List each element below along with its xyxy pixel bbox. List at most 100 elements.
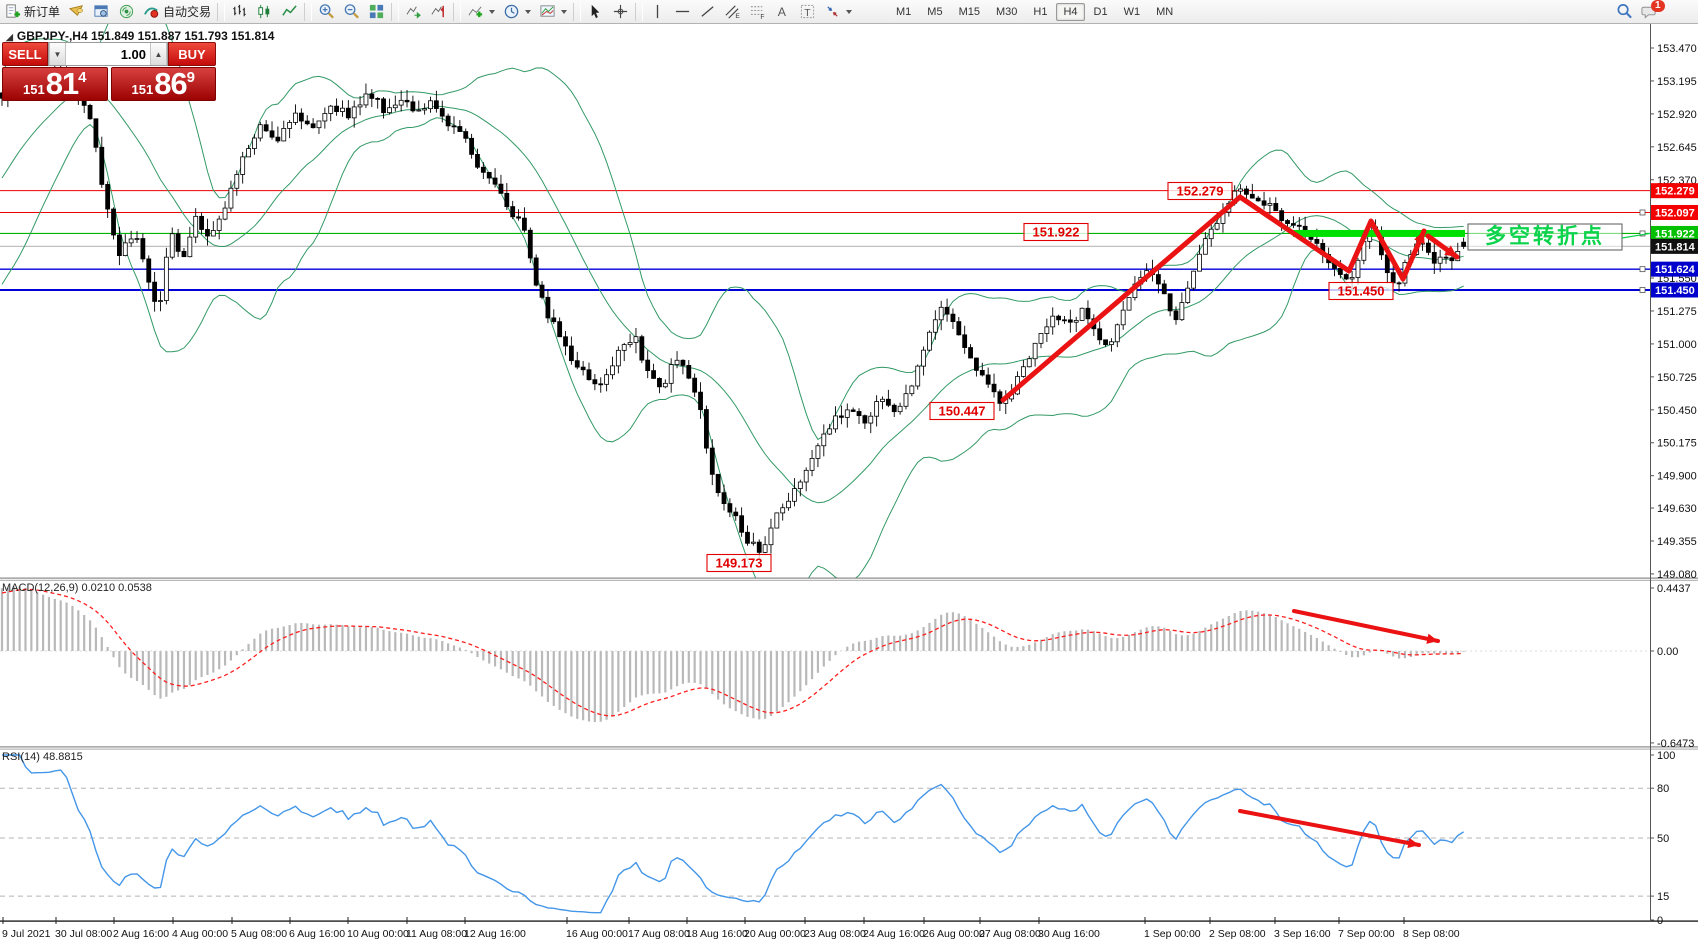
dropdown-caret[interactable] (846, 9, 853, 14)
templates-button[interactable] (535, 1, 571, 23)
macd-pane (0, 586, 1650, 723)
search-icon (1617, 4, 1632, 19)
timeframe-W1[interactable]: W1 (1123, 5, 1141, 18)
rsi-pane (0, 754, 1650, 914)
crosshair-tool-button[interactable] (608, 1, 633, 23)
dropdown-caret[interactable] (489, 9, 496, 14)
price-tag-151.922: 151.922 (1651, 225, 1698, 241)
indicators-button[interactable] (463, 1, 499, 23)
svg-text:F: F (760, 14, 764, 20)
vertical-line-icon (656, 4, 659, 19)
svg-text:多空转折点: 多空转折点 (1485, 224, 1605, 248)
chart-window-icon: ◢ (6, 32, 13, 42)
vertical-line-tool[interactable] (645, 1, 670, 23)
zoom-in-button[interactable] (314, 1, 339, 23)
toolbar-separator (217, 2, 226, 21)
periods-button[interactable] (499, 1, 535, 23)
market-watch-button[interactable] (89, 1, 114, 23)
text-label-tool[interactable]: T (795, 1, 820, 23)
annotation-150.447[interactable]: 150.447 (929, 401, 995, 421)
timeframe-M1[interactable]: M1 (896, 5, 912, 18)
auto-scroll-icon (406, 6, 421, 19)
buy-price-display[interactable]: 151 86 9 (110, 67, 216, 101)
price-annotations[interactable]: 152.279 151.922 151.450 150.447 149.173 (706, 181, 1394, 573)
dropdown-caret[interactable] (525, 9, 532, 14)
timeframe-M15[interactable]: M15 (958, 5, 980, 18)
annotation-151.922[interactable]: 151.922 (1023, 222, 1089, 242)
time-axis-label: 18 Aug 16:00 (686, 928, 748, 940)
line-handle[interactable] (1639, 230, 1646, 237)
price-tag-152.097: 152.097 (1651, 204, 1698, 220)
rsi-axis-label: 50 (1657, 833, 1669, 845)
annotation-152.279[interactable]: 152.279 (1167, 181, 1233, 201)
volume-input[interactable] (66, 43, 150, 65)
bar-chart-mode-button[interactable] (227, 1, 252, 23)
shapes-arrows-icon (827, 6, 838, 17)
timeframe-H4[interactable]: H4 (1056, 2, 1085, 21)
text-label-icon: T (800, 4, 815, 19)
line-handle[interactable] (1639, 287, 1646, 293)
macd-arrow[interactable] (1292, 609, 1440, 644)
line-handle[interactable] (1639, 266, 1646, 273)
toolbar-right: 1 (1612, 0, 1665, 23)
time-axis-label: 24 Aug 16:00 (863, 928, 925, 940)
annotation-151.450[interactable]: 151.450 (1328, 281, 1394, 301)
ohlc-bars-icon (233, 4, 246, 17)
turning-point-callout[interactable]: 多空转折点 (1467, 223, 1651, 251)
candlestick-mode-button[interactable] (252, 1, 277, 23)
volume-decrease-button[interactable]: ▼ (49, 43, 66, 65)
timeframe-H1[interactable]: H1 (1033, 5, 1048, 18)
chart-shift-button[interactable] (426, 1, 451, 23)
line-handle[interactable] (1639, 209, 1646, 216)
tile-windows-button[interactable] (364, 1, 389, 23)
svg-text:A: A (778, 5, 787, 19)
sell-button[interactable]: SELL (2, 42, 48, 66)
add-indicator-icon (468, 6, 483, 18)
crosshair-icon (613, 4, 628, 19)
timeframe-D1[interactable]: D1 (1093, 5, 1108, 18)
autotrading-button[interactable]: 自动交易 (139, 1, 215, 23)
svg-text:152.279: 152.279 (1655, 186, 1695, 198)
time-axis-label: 17 Aug 08:00 (628, 928, 690, 940)
cursor-icon (591, 4, 600, 19)
svg-text:149.173: 149.173 (716, 556, 763, 571)
rsi-line (2, 754, 1464, 914)
cursor-tool-button[interactable] (583, 1, 608, 23)
volume-increase-button[interactable]: ▲ (150, 43, 167, 65)
line-chart-mode-button[interactable] (277, 1, 302, 23)
zoom-out-button[interactable] (339, 1, 364, 23)
new-order-button[interactable]: 新订单 (0, 1, 64, 23)
chart-area[interactable]: 152.279 151.922 151.450 150.447 149.173 多空转折点… (0, 24, 1698, 945)
timeframe-M5[interactable]: M5 (927, 5, 943, 18)
shapes-tool[interactable] (820, 1, 856, 23)
notifications-button[interactable]: 1 (1637, 0, 1665, 23)
svg-text:E: E (735, 13, 740, 20)
rsi-arrow[interactable] (1238, 809, 1421, 849)
time-axis-label: 2 Sep 08:00 (1209, 928, 1266, 940)
fibonacci-tool[interactable]: F (745, 1, 770, 23)
svg-text:T: T (804, 8, 811, 19)
text-tool[interactable]: A (770, 1, 795, 23)
search-button[interactable] (1612, 1, 1637, 23)
bollinger-middle-band (1, 89, 1464, 504)
signal-button[interactable] (114, 1, 139, 23)
trend-arrows[interactable] (1000, 194, 1460, 403)
styler-button[interactable] (64, 1, 89, 23)
time-axis-label: 20 Aug 00:00 (744, 928, 806, 940)
svg-text:151.922: 151.922 (1033, 225, 1080, 240)
dropdown-caret[interactable] (561, 9, 568, 14)
annotation-149.173[interactable]: 149.173 (706, 553, 772, 573)
price-tag-151.624: 151.624 (1651, 261, 1698, 277)
horizontal-line-tool[interactable] (670, 1, 695, 23)
timeframe-M30[interactable]: M30 (995, 5, 1018, 18)
equidistant-channel-tool[interactable]: E (720, 1, 745, 23)
buy-button[interactable]: BUY (168, 42, 216, 66)
zoom-out-icon (344, 4, 359, 19)
sell-price-display[interactable]: 151 81 4 (2, 67, 108, 101)
zoom-in-icon (319, 4, 334, 19)
trendline-tool[interactable] (695, 1, 720, 23)
macd-label: MACD(12,26,9) 0.0210 0.0538 (2, 582, 152, 594)
timeframe-MN[interactable]: MN (1156, 5, 1174, 18)
auto-scroll-button[interactable] (401, 1, 426, 23)
